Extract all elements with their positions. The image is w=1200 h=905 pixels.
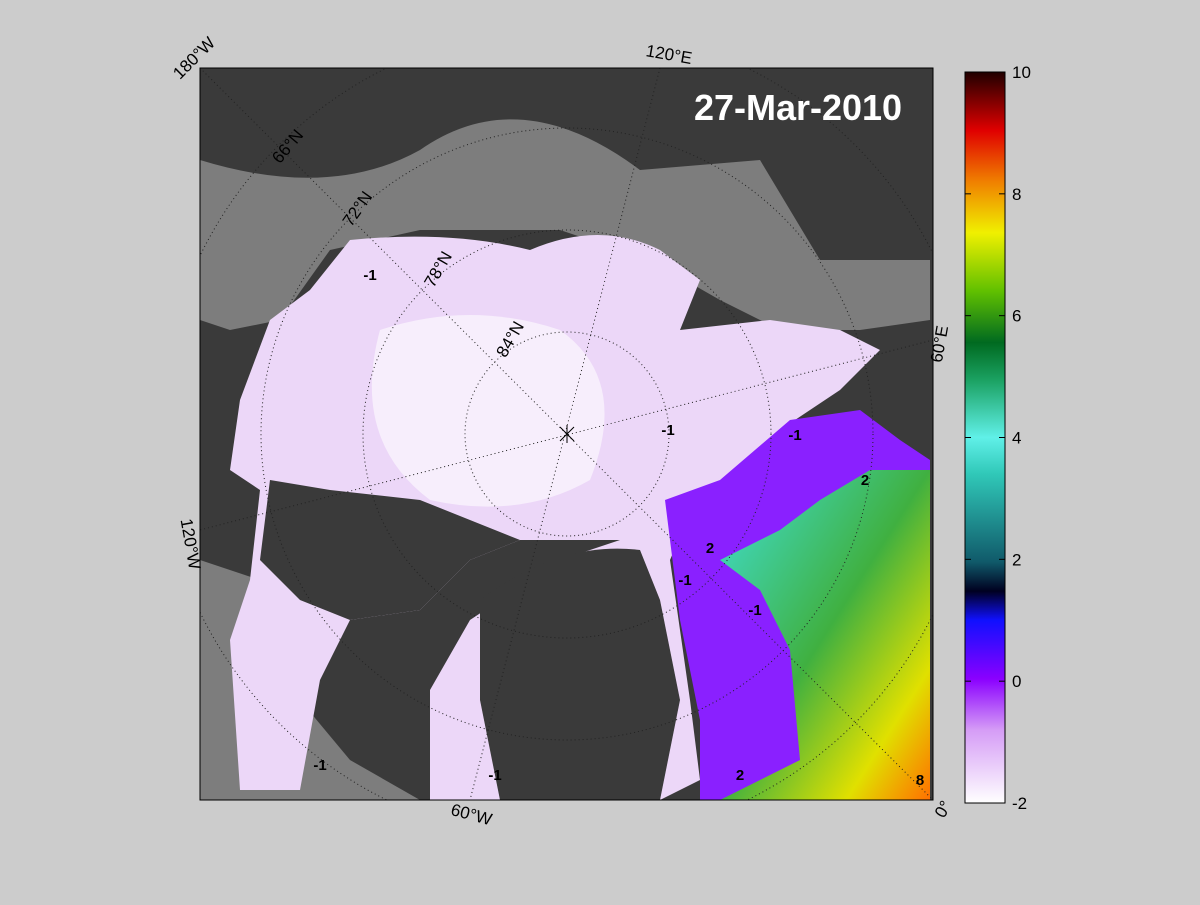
contour-label: 2 <box>706 540 714 557</box>
tick-label: 10 <box>1012 63 1031 82</box>
tick-label: 6 <box>1012 307 1021 326</box>
shelf <box>200 119 930 330</box>
tick-label: -2 <box>1012 794 1027 813</box>
map-frame <box>199 67 934 801</box>
map: 27-Mar-2010 66°N 72°N 78°N 84°N -1 -1 -1… <box>200 68 933 800</box>
tick-label: 0 <box>1012 672 1021 691</box>
contour-label: -1 <box>678 572 691 589</box>
tick-label: 8 <box>1012 185 1021 204</box>
lon-label: 60°W <box>449 800 494 829</box>
contour-label: -1 <box>788 427 801 444</box>
tick-label: 2 <box>1012 550 1021 569</box>
graticule <box>464 331 670 537</box>
archipelago <box>260 480 520 620</box>
greenland <box>480 548 680 800</box>
contour-label: 2 <box>861 472 869 489</box>
graticule <box>260 127 874 741</box>
sea-ice <box>371 315 605 507</box>
colorbar-scale <box>964 71 1006 804</box>
contour-label: -1 <box>748 602 761 619</box>
tick-label: 4 <box>1012 429 1021 448</box>
graticule <box>362 229 772 639</box>
date-title: 27-Mar-2010 <box>694 87 902 128</box>
pole <box>559 425 575 443</box>
atlantic-water <box>720 470 930 800</box>
colorbar: -2 0 2 4 6 8 10 <box>964 63 1031 813</box>
contour-label: -1 <box>363 267 376 284</box>
contour-label: -1 <box>488 767 501 784</box>
lon-label: 120°E <box>644 41 693 68</box>
graticule <box>200 68 933 800</box>
contour-label: -1 <box>661 422 674 439</box>
contour-label: 8 <box>916 772 924 789</box>
contour-label: -1 <box>313 757 326 774</box>
lon-label: 0° <box>931 797 956 821</box>
contour-label: 2 <box>736 767 744 784</box>
